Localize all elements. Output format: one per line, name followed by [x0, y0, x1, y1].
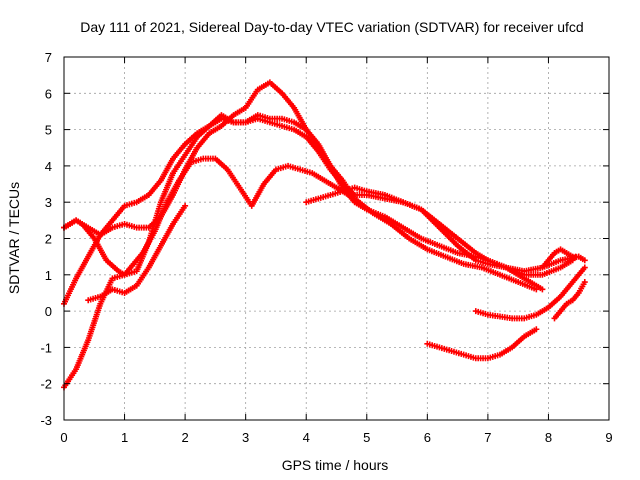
series-arc-9 — [539, 246, 588, 271]
data-point — [533, 326, 540, 333]
x-tick-label: 5 — [363, 430, 370, 445]
data-point — [581, 257, 588, 264]
y-tick-label: 2 — [45, 232, 52, 247]
y-tick-label: -2 — [40, 377, 52, 392]
x-tick-label: 2 — [181, 430, 188, 445]
x-tick-label: 6 — [424, 430, 431, 445]
y-axis-title: SDTVAR / TECUs — [6, 182, 22, 294]
y-tick-label: 7 — [45, 50, 52, 65]
x-tick-label: 8 — [545, 430, 552, 445]
y-tick-label: 1 — [45, 268, 52, 283]
chart-title: Day 111 of 2021, Sidereal Day-to-day VTE… — [80, 19, 583, 35]
data-point — [581, 264, 588, 271]
series-arc-10 — [551, 279, 588, 322]
x-tick-label: 3 — [242, 430, 249, 445]
y-tick-label: 4 — [45, 159, 52, 174]
series-arc-6 — [303, 184, 546, 293]
tick-labels: 0 1 2 3 4 5 6 7 8 9 -3 -2 -1 0 1 2 3 4 5 6 7 — [40, 50, 612, 445]
series-arc-5 — [85, 202, 189, 304]
series-arc-7 — [424, 326, 540, 362]
series-arc-4 — [61, 79, 540, 293]
x-tick-label: 4 — [303, 430, 310, 445]
x-tick-label: 1 — [121, 430, 128, 445]
y-tick-label: 5 — [45, 123, 52, 138]
series-arc-8 — [472, 264, 588, 322]
y-tick-label: -1 — [40, 340, 52, 355]
x-tick-label: 0 — [60, 430, 67, 445]
y-tick-label: 0 — [45, 304, 52, 319]
tick-marks — [63, 56, 610, 421]
data-point — [539, 286, 546, 293]
x-tick-label: 7 — [484, 430, 491, 445]
data-point — [182, 202, 189, 209]
data-point — [581, 279, 588, 286]
series-layer — [61, 79, 588, 391]
y-tick-label: -3 — [40, 413, 52, 428]
y-tick-label: 6 — [45, 86, 52, 101]
grid — [64, 57, 609, 420]
x-axis-title: GPS time / hours — [282, 457, 389, 473]
y-tick-label: 3 — [45, 195, 52, 210]
x-tick-label: 9 — [605, 430, 612, 445]
